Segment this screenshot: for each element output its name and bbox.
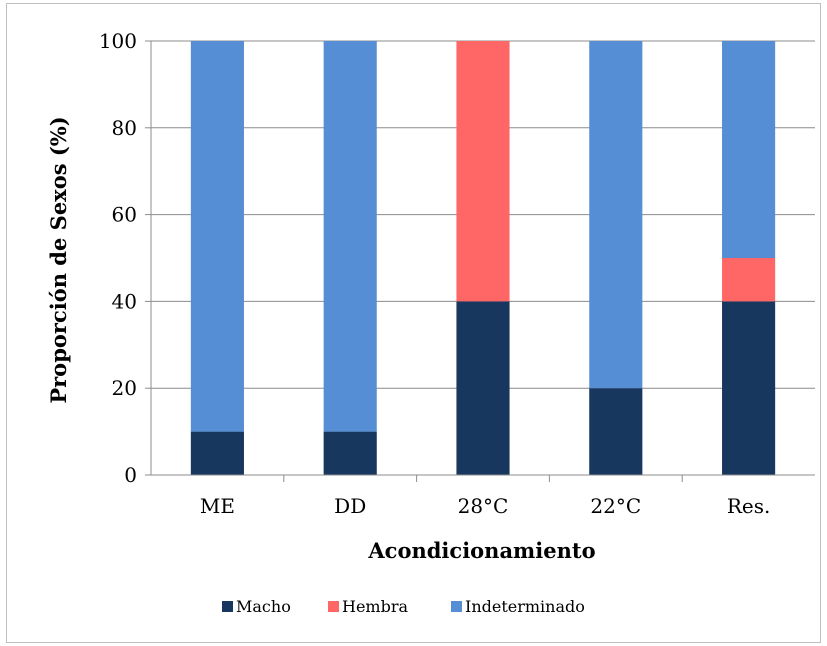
legend: Macho Hembra Indeterminado [222,597,585,616]
axes [145,40,815,482]
bar-segment-macho [722,301,776,475]
y-tick-label: 80 [112,116,137,140]
bar-segment-macho [589,388,643,475]
y-tick-label: 60 [112,203,137,227]
bar-segment-indeterminado [190,41,244,432]
bar-segment-indeterminado [323,41,377,432]
bar-segment-indeterminado [589,41,643,389]
x-tick-label: Res. [727,494,771,518]
legend-label-indeterminado: Indeterminado [465,597,585,616]
y-tick-label: 100 [99,29,137,53]
x-axis-title: Acondicionamiento [367,538,595,563]
legend-swatch-hembra [328,601,339,612]
y-axis-title: Proporción de Sexos (%) [46,116,71,403]
bars [190,41,776,475]
legend-label-macho: Macho [236,597,291,616]
x-tick-labels: ME DD 28°C 22°C Res. [200,494,770,518]
legend-label-hembra: Hembra [342,597,408,616]
x-tick-label: 28°C [458,494,509,518]
x-tick-label: 22°C [590,494,641,518]
x-tick-label: ME [200,494,235,518]
y-tick-labels: 0 20 40 60 80 100 [99,29,137,487]
x-tick-label: DD [334,494,366,518]
y-tick-label: 20 [112,376,137,400]
bar-segment-macho [190,431,244,475]
legend-swatch-indeterminado [451,601,462,612]
y-tick-label: 0 [124,463,137,487]
y-tick-label: 40 [112,289,137,313]
bar-segment-macho [323,431,377,475]
bar-segment-hembra [456,41,510,302]
bar-segment-indeterminado [722,41,776,258]
bar-segment-macho [456,301,510,475]
legend-swatch-macho [222,601,233,612]
bar-segment-hembra [722,258,776,302]
chart-frame [6,3,821,643]
